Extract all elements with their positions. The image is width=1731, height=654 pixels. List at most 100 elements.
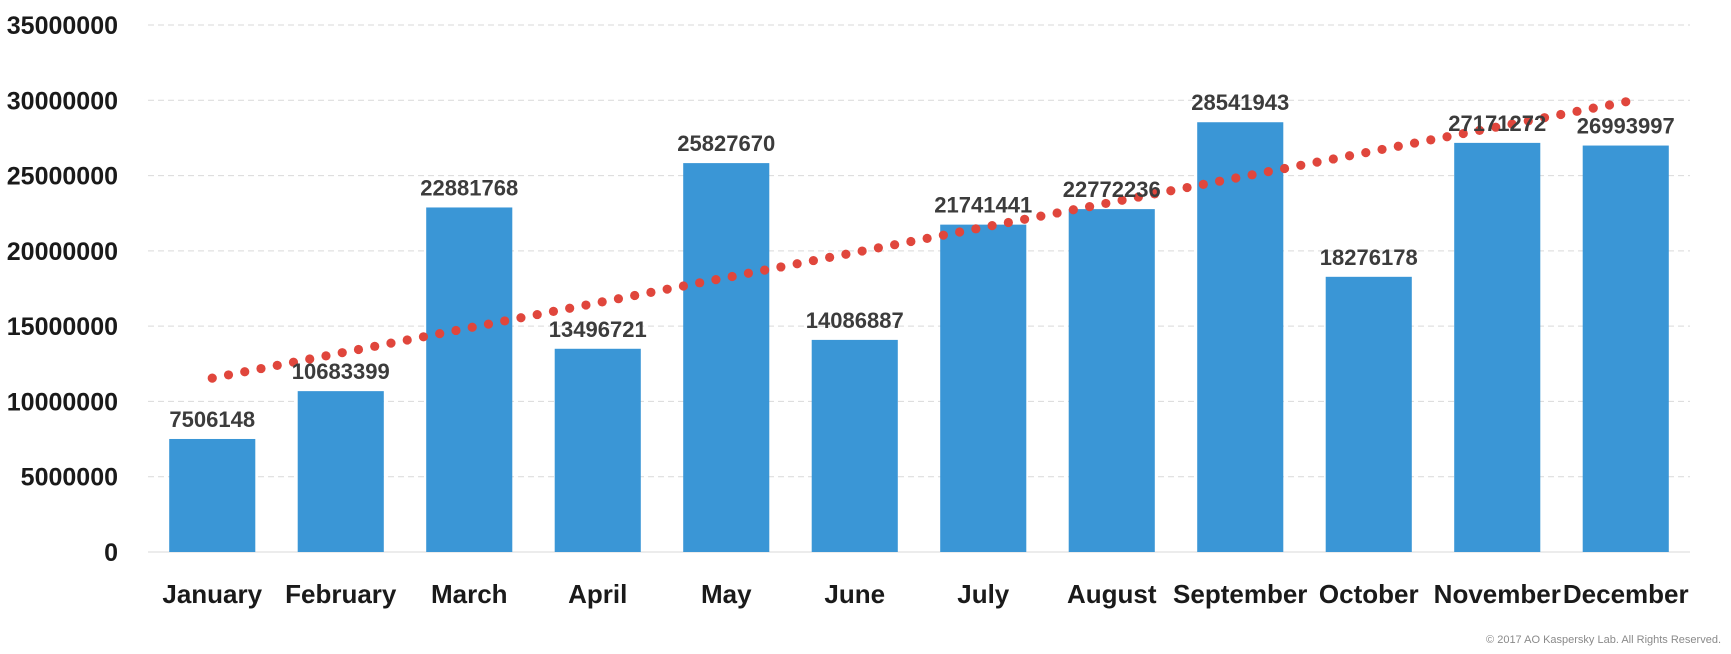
trendline-dot (1182, 182, 1192, 193)
trendline-dot (1198, 179, 1208, 189)
data-labels: 7506148 10683399 22881768 13496721 25827670 1… (169, 90, 1674, 432)
y-tick-label: 5000000 (21, 464, 118, 492)
trendline-dot (1214, 176, 1225, 186)
x-tick-label: June (824, 579, 885, 609)
data-label: 10683399 (292, 359, 390, 384)
trendline-dot (662, 284, 672, 294)
trendline-dot (435, 329, 445, 339)
trendline-dot (1101, 198, 1111, 209)
trendline-dot (1117, 195, 1127, 205)
trendline-dot (1491, 122, 1501, 132)
bar-april (554, 348, 641, 552)
trendline-dot (1149, 189, 1160, 199)
x-tick-label: March (431, 579, 508, 609)
trendline-dot (1409, 138, 1420, 148)
trendline-dot (1539, 113, 1550, 123)
trendline-dot (272, 360, 282, 370)
data-label: 22881768 (420, 175, 518, 200)
trendline-dot (955, 227, 965, 237)
trendline-dot (808, 255, 818, 266)
trendline-dot (1328, 154, 1338, 164)
y-tick-label: 20000000 (7, 238, 118, 266)
trendline-dot (1312, 157, 1322, 167)
x-tick-label: December (1563, 579, 1689, 609)
trendline-dot (467, 322, 477, 332)
bar-august (1068, 209, 1155, 553)
y-tick-label: 0 (104, 539, 118, 567)
trendline-dot (1133, 192, 1143, 202)
x-tick-label: October (1319, 579, 1419, 609)
y-tick-label: 30000000 (7, 87, 118, 115)
trendline-dot (906, 236, 916, 247)
trendline-dot (1572, 106, 1582, 116)
trendline-dot (743, 268, 754, 278)
trendline-dot (1458, 128, 1468, 139)
trendline-dot (1604, 100, 1615, 110)
y-tick-label: 10000000 (7, 388, 118, 416)
bar-february (297, 391, 384, 552)
trendline-dot (695, 278, 705, 288)
bar-june (811, 339, 898, 552)
trendline-dot (548, 306, 559, 316)
data-label: 13496721 (549, 317, 647, 342)
trendline-dot (402, 335, 412, 345)
data-label: 22772236 (1063, 177, 1161, 202)
trendline-dot (646, 287, 656, 297)
trendline-dot (370, 341, 380, 351)
trendline-dot (1361, 148, 1371, 158)
x-tick-label: November (1434, 579, 1561, 609)
data-label: 26993997 (1577, 114, 1675, 139)
trendline-dot (207, 373, 217, 383)
trendline-dot (1588, 103, 1598, 113)
trendline-dot (613, 294, 624, 304)
bar-july (940, 224, 1027, 552)
trendline-dot (1296, 160, 1306, 170)
trendline-dot (256, 363, 266, 374)
trendline-dot (1621, 97, 1631, 107)
y-axis: 0 5000000 10000000 15000000 20000000 25000000… (7, 12, 118, 567)
trendline-dot (1507, 119, 1517, 129)
trendline-dot (532, 309, 542, 320)
bar-january (169, 438, 256, 552)
bar-series (169, 122, 1669, 553)
bar-october (1325, 276, 1412, 552)
grid-layer (148, 24, 1690, 553)
trendline-dot (630, 290, 640, 301)
trendline-dot (337, 348, 347, 358)
trendline-dot (1247, 170, 1257, 180)
trendline-dot (776, 262, 786, 272)
trendline-dot (1020, 214, 1030, 224)
data-label: 21741441 (934, 193, 1032, 218)
trendline-dot (1068, 205, 1078, 215)
trendline-dot (1279, 163, 1290, 174)
trendline-dot (1036, 211, 1046, 221)
y-tick-label: 35000000 (7, 12, 118, 40)
trendline-dot (1523, 116, 1533, 126)
trendline-dot (727, 271, 737, 282)
data-label: 27171272 (1448, 111, 1546, 136)
trendline-dot (890, 240, 900, 250)
trendline-dot (1377, 144, 1387, 155)
data-label: 25827670 (677, 131, 775, 156)
trendline-dot (1263, 167, 1273, 177)
trendline-dot (1344, 151, 1355, 161)
x-tick-label: May (701, 579, 752, 609)
trendline-dot (760, 265, 770, 275)
trendline-dot (1426, 135, 1436, 145)
data-label: 18276178 (1320, 245, 1418, 270)
x-axis: January February March April May June July Augu… (162, 579, 1688, 609)
trendline-dot (678, 281, 689, 291)
bar-november (1454, 142, 1541, 552)
y-tick-label: 25000000 (7, 163, 118, 191)
trendline-dot (1231, 173, 1241, 183)
trendline-dot (1084, 201, 1095, 212)
trendline-dot (857, 246, 867, 256)
trendline-dot (451, 325, 461, 336)
x-tick-label: July (957, 579, 1010, 609)
bar-march (426, 207, 513, 553)
trendline-dot (305, 354, 315, 364)
trendline-dot (938, 230, 948, 240)
trendline-dot (1556, 109, 1566, 120)
trendline-dot (386, 338, 396, 348)
trendline-dot (1166, 186, 1176, 196)
